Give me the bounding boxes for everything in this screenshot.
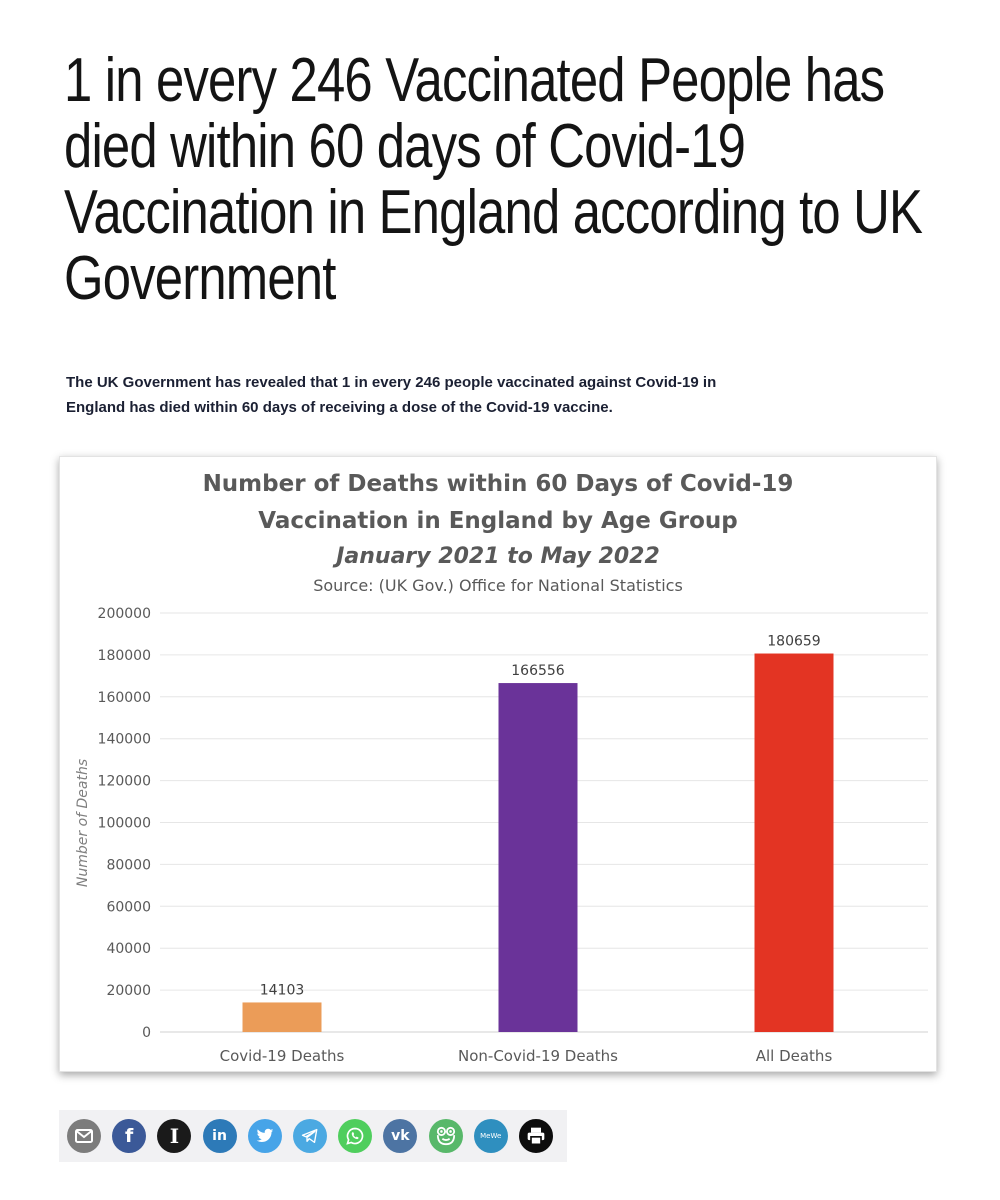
- telegram-plane-icon: [301, 1128, 319, 1144]
- y-tick-label: 100000: [98, 816, 151, 832]
- linkedin-icon: in: [212, 1128, 227, 1144]
- share-linkedin-button[interactable]: in: [202, 1119, 237, 1153]
- y-tick-label: 20000: [106, 983, 151, 999]
- facebook-icon: f: [125, 1125, 134, 1147]
- article-headline: 1 in every 246 Vaccinated People has die…: [64, 46, 923, 313]
- bar-1: [242, 1002, 322, 1032]
- y-tick-labels: 0 20000 40000 60000 80000 100000 120000 140000 1…: [98, 606, 151, 1041]
- share-twitter-button[interactable]: [247, 1119, 282, 1153]
- twitter-bird-icon: [256, 1128, 274, 1144]
- mewe-icon: MeWe: [480, 1132, 502, 1140]
- share-mewe-button[interactable]: MeWe: [473, 1119, 508, 1153]
- envelope-icon: [75, 1129, 93, 1143]
- x-tick-labels: Covid-19 Deaths Non-Covid-19 Deaths All De…: [220, 1047, 833, 1065]
- chart-card: Number of Deaths within 60 Days of Covid…: [59, 456, 937, 1072]
- y-tick-label: 40000: [106, 941, 151, 957]
- instapaper-icon: I: [169, 1124, 180, 1148]
- chart-title-line1: Number of Deaths within 60 Days of Covid…: [203, 471, 794, 497]
- x-tick-label: Covid-19 Deaths: [220, 1047, 345, 1065]
- data-labels: 14103 166556 180659: [260, 634, 821, 999]
- share-instapaper-button[interactable]: I: [157, 1119, 192, 1153]
- y-tick-label: 0: [142, 1025, 151, 1041]
- bar-value-label: 180659: [767, 634, 820, 650]
- y-tick-label: 80000: [106, 857, 151, 873]
- bar-3: [754, 653, 834, 1032]
- article-lead: The UK Government has revealed that 1 in…: [66, 374, 717, 416]
- vk-icon: vk: [391, 1128, 410, 1144]
- share-facebook-button[interactable]: f: [112, 1119, 147, 1153]
- x-tick-label: All Deaths: [756, 1047, 833, 1065]
- frog-icon: [435, 1126, 457, 1146]
- chart-subtitle: January 2021 to May 2022: [332, 544, 660, 569]
- bars: [242, 653, 834, 1032]
- share-parler-button[interactable]: [428, 1119, 463, 1153]
- share-telegram-button[interactable]: [292, 1119, 327, 1153]
- y-tick-label: 200000: [98, 606, 151, 622]
- bar-value-label: 166556: [511, 663, 565, 679]
- chart-title-line2: Vaccination in England by Age Group: [258, 508, 737, 534]
- y-tick-label: 120000: [98, 774, 151, 790]
- bar-chart: Number of Deaths within 60 Days of Covid…: [75, 471, 928, 1065]
- share-email-button[interactable]: [67, 1119, 101, 1153]
- y-tick-label: 180000: [98, 648, 151, 664]
- x-tick-label: Non-Covid-19 Deaths: [458, 1047, 618, 1065]
- y-tick-label: 140000: [98, 732, 151, 748]
- bar-2: [498, 683, 578, 1032]
- whatsapp-icon: [345, 1126, 365, 1146]
- y-tick-label: 60000: [106, 899, 151, 915]
- share-vk-button[interactable]: vk: [383, 1119, 418, 1153]
- share-whatsapp-button[interactable]: [338, 1119, 373, 1153]
- bar-value-label: 14103: [260, 982, 305, 998]
- share-print-button[interactable]: [518, 1119, 553, 1153]
- y-tick-label: 160000: [98, 690, 151, 706]
- chart-source: Source: (UK Gov.) Office for National St…: [313, 576, 683, 595]
- y-axis-label: Number of Deaths: [75, 759, 91, 887]
- printer-icon: [526, 1126, 546, 1146]
